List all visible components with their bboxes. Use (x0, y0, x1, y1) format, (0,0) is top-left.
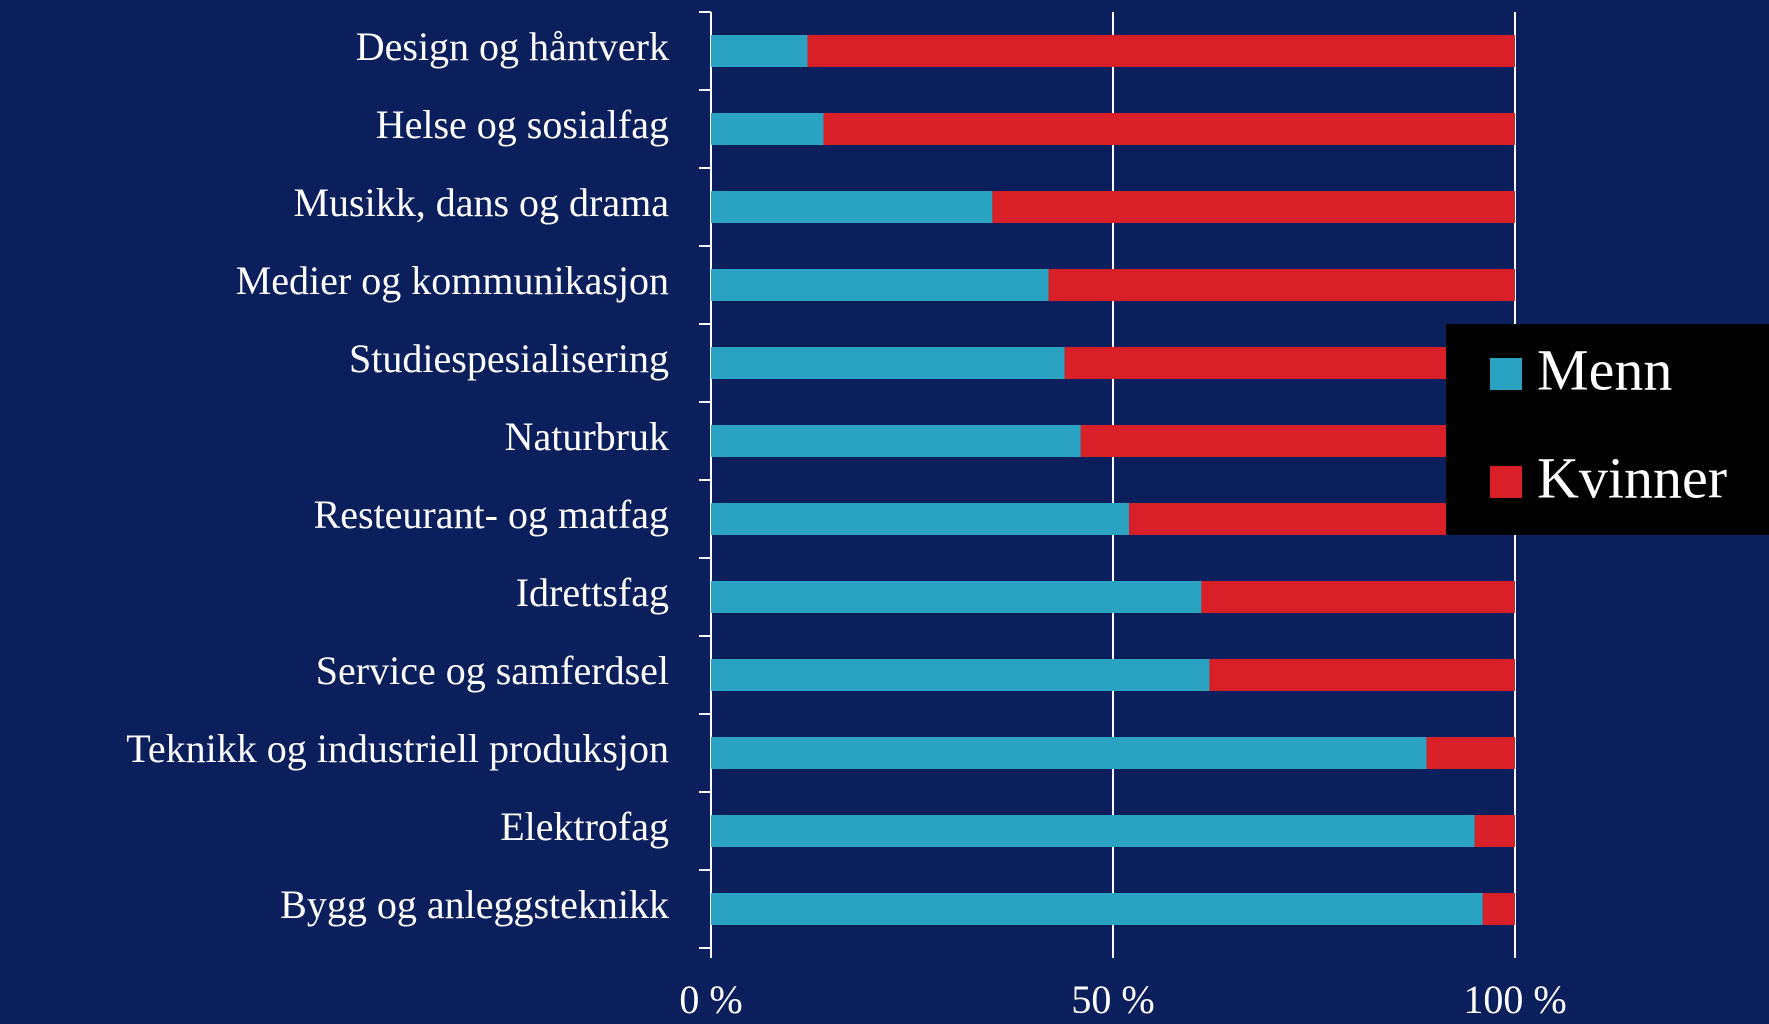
y-tick-label: Naturbruk (505, 414, 669, 459)
legend-label: Menn (1537, 337, 1672, 402)
bar-segment (711, 269, 1049, 301)
legend-label: Kvinner (1537, 445, 1727, 510)
bar-segment (807, 35, 1515, 67)
bar-segment (711, 815, 1475, 847)
bar-segment (1080, 425, 1515, 457)
bar-segment (711, 503, 1130, 535)
legend-swatch (1490, 466, 1522, 498)
bar-segment (711, 113, 824, 145)
y-tick-label: Resteurant- og matfag (314, 492, 669, 537)
bar-segment (823, 113, 1515, 145)
bar-segment (711, 737, 1427, 769)
bar-segment (711, 659, 1210, 691)
y-tick-label: Service og samferdsel (316, 648, 669, 693)
bar-segment (1426, 737, 1515, 769)
bar-segment (711, 35, 808, 67)
legend-swatch (1490, 358, 1522, 390)
x-tick-label: 50 % (1071, 977, 1154, 1022)
bar-segment (711, 347, 1065, 379)
bar-segment (1064, 347, 1515, 379)
x-tick-label: 0 % (679, 977, 742, 1022)
bar-segment (711, 191, 993, 223)
y-tick-label: Design og håntverk (356, 24, 669, 69)
bar-segment (711, 425, 1081, 457)
bar-segment (711, 893, 1483, 925)
y-tick-label: Teknikk og industriell produksjon (126, 726, 669, 771)
bar-segment (1482, 893, 1515, 925)
x-tick-label: 100 % (1463, 977, 1566, 1022)
y-tick-label: Elektrofag (500, 804, 669, 849)
y-tick-label: Idrettsfag (516, 570, 669, 615)
bar-segment (1474, 815, 1515, 847)
bar-segment (992, 191, 1515, 223)
y-tick-label: Studiespesialisering (349, 336, 669, 381)
y-tick-label: Musikk, dans og drama (293, 180, 669, 225)
y-tick-label: Bygg og anleggsteknikk (280, 882, 669, 927)
y-tick-label: Medier og kommunikasjon (236, 258, 669, 303)
bar-segment (1209, 659, 1515, 691)
bar-segment (1048, 269, 1515, 301)
bar-segment (711, 581, 1202, 613)
bar-segment (1201, 581, 1515, 613)
y-tick-label: Helse og sosialfag (376, 102, 669, 147)
